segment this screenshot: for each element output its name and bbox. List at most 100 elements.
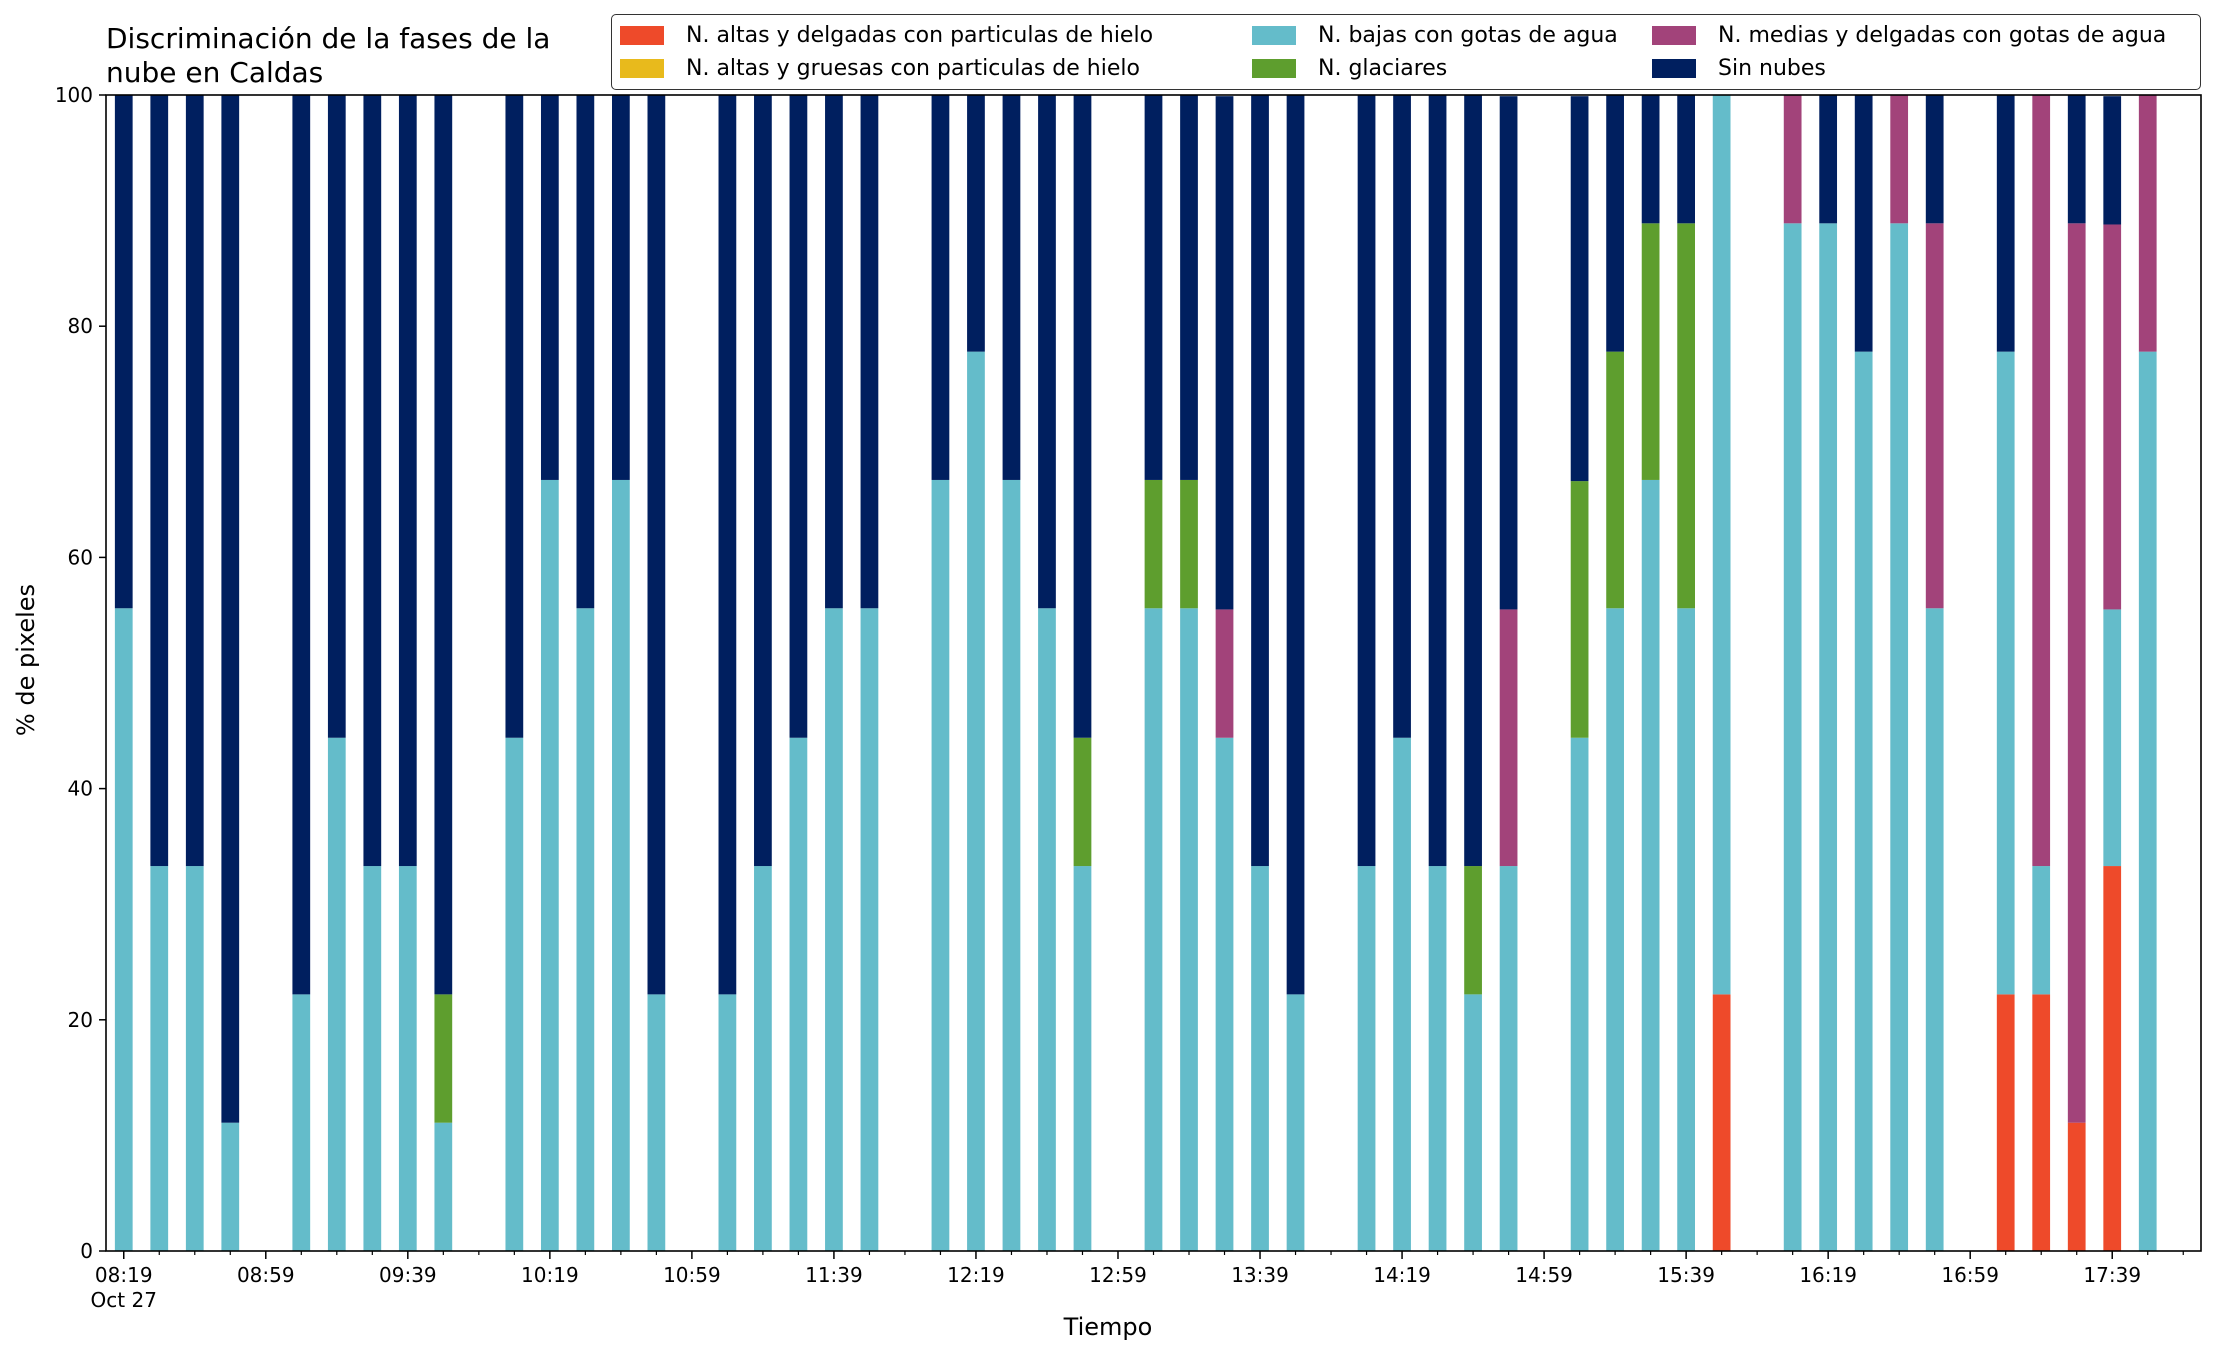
- chart-title: Discriminación de la fases de la nube en…: [106, 22, 550, 90]
- legend-swatch-altas-delgadas: [620, 25, 664, 45]
- legend-label-altas-gruesas: N. altas y gruesas con particulas de hie…: [686, 55, 1140, 81]
- bar-segment-n-altas-y-delgadas-con-particulas-de-hielo-1729: [2067, 1122, 2086, 1251]
- bar-segment-sin-nubes-1339: [1251, 95, 1269, 867]
- bar-segment-sin-nubes-0919: [327, 95, 346, 738]
- x-tick-label-0819: 08:19: [95, 1263, 153, 1287]
- bar-segment-sin-nubes-1349: [1286, 95, 1305, 995]
- bar-segment-sin-nubes-1449: [1499, 96, 1518, 610]
- bar-segment-n-bajas-con-gotas-de-agua-1409: [1357, 866, 1376, 1251]
- x-axis-label: Tiempo: [1063, 1313, 1153, 1341]
- legend-label-bajas-agua: N. bajas con gotas de agua: [1318, 22, 1618, 48]
- bar-segment-sin-nubes-1219: [967, 95, 985, 352]
- bar-segment-n-medias-y-delgadas-con-gotas-de-agua-1749: [2138, 95, 2157, 352]
- bar-segment-n-bajas-con-gotas-de-agua-0849: [221, 1122, 240, 1251]
- x-tick-sublabel-date: Oct 27: [91, 1288, 157, 1312]
- bar-segment-n-bajas-con-gotas-de-agua-1509: [1570, 737, 1589, 1251]
- bar-segment-n-bajas-con-gotas-de-agua-0919: [327, 737, 346, 1251]
- bar-segment-n-glaciares-1319: [1180, 479, 1198, 609]
- bar-segment-n-glaciares-1309: [1144, 479, 1163, 609]
- legend-item-altas-gruesas: N. altas y gruesas con particulas de hie…: [620, 53, 1140, 83]
- bar-segment-sin-nubes-1209: [931, 95, 950, 480]
- bar-segment-sin-nubes-1319: [1180, 95, 1198, 480]
- bar-segment-n-medias-y-delgadas-con-gotas-de-agua-1739: [2103, 224, 2122, 610]
- bar-segment-n-bajas-con-gotas-de-agua-1749: [2138, 351, 2157, 1251]
- bar-segment-n-bajas-con-gotas-de-agua-1329: [1215, 737, 1234, 1251]
- bar-segment-sin-nubes-1409: [1357, 95, 1376, 867]
- bar-segment-n-bajas-con-gotas-de-agua-1629: [1854, 351, 1873, 1251]
- bar-segment-n-bajas-con-gotas-de-agua-1029: [576, 608, 595, 1251]
- bar-segment-sin-nubes-1429: [1428, 95, 1447, 867]
- bar-segment-sin-nubes-1619: [1819, 95, 1838, 224]
- bar-segment-sin-nubes-0939: [398, 95, 417, 867]
- bar-segment-n-bajas-con-gotas-de-agua-0839: [185, 866, 204, 1251]
- bar-segment-sin-nubes-1019: [540, 95, 559, 480]
- bar-segment-n-glaciares-0949: [434, 994, 453, 1123]
- bar-segment-n-bajas-con-gotas-de-agua-1649: [1925, 608, 1944, 1251]
- chart-title-line-2: nube en Caldas: [106, 56, 324, 89]
- bar-segment-n-glaciares-1519: [1606, 351, 1624, 609]
- legend-item-bajas-agua: N. bajas con gotas de agua: [1252, 20, 1618, 50]
- bar-segment-sin-nubes-0839: [185, 95, 204, 867]
- bar-segment-sin-nubes-1149: [860, 95, 879, 609]
- bar-segment-n-bajas-con-gotas-de-agua-0929: [363, 866, 382, 1251]
- bar-segment-sin-nubes-0829: [150, 95, 169, 867]
- bar-segment-sin-nubes-1229: [1002, 95, 1021, 480]
- bar-segment-n-glaciares-1439: [1464, 866, 1482, 995]
- bar-segment-n-bajas-con-gotas-de-agua-1429: [1428, 866, 1447, 1251]
- bar-segment-n-bajas-con-gotas-de-agua-0949: [434, 1122, 453, 1251]
- bar-segment-n-glaciares-1249: [1073, 737, 1092, 867]
- legend-label-sin-nubes: Sin nubes: [1718, 55, 1826, 81]
- legend-swatch-altas-gruesas: [620, 58, 664, 78]
- bar-segment-sin-nubes-1039: [612, 95, 630, 480]
- bar-segment-n-bajas-con-gotas-de-agua-1109: [718, 994, 737, 1251]
- bar-segment-n-bajas-con-gotas-de-agua-1149: [860, 608, 879, 1251]
- bar-segment-n-medias-y-delgadas-con-gotas-de-agua-1729: [2067, 223, 2086, 1123]
- bar-segment-sin-nubes-1649: [1925, 95, 1944, 224]
- legend-label-altas-delgadas: N. altas y delgadas con particulas de hi…: [686, 22, 1154, 48]
- bar-segment-n-glaciares-1509: [1570, 481, 1589, 738]
- bar-segment-n-bajas-con-gotas-de-agua-1309: [1144, 608, 1163, 1251]
- bar-segment-sin-nubes-1129: [789, 95, 808, 738]
- bar-segment-sin-nubes-1249: [1073, 95, 1092, 738]
- bar-segment-n-altas-y-delgadas-con-particulas-de-hielo-1709: [1996, 994, 2015, 1251]
- bar-segment-n-bajas-con-gotas-de-agua-1319: [1180, 608, 1198, 1251]
- bar-segment-n-bajas-con-gotas-de-agua-1209: [931, 479, 950, 1251]
- bar-segment-sin-nubes-1539: [1677, 95, 1695, 224]
- bar-segment-n-bajas-con-gotas-de-agua-1349: [1286, 994, 1305, 1251]
- bar-segment-sin-nubes-1119: [754, 95, 772, 867]
- bar-segment-n-bajas-con-gotas-de-agua-1239: [1038, 608, 1056, 1251]
- bar-segment-n-medias-y-delgadas-con-gotas-de-agua-1609: [1783, 95, 1802, 224]
- x-tick-label-0939: 09:39: [379, 1263, 437, 1287]
- legend-swatch-medias-delgadas: [1652, 25, 1696, 45]
- legend-item-sin-nubes: Sin nubes: [1652, 53, 1826, 83]
- y-tick-label-80: 80: [68, 314, 93, 338]
- legend-item-glaciares: N. glaciares: [1252, 53, 1447, 83]
- x-tick-label-1219: 12:19: [947, 1263, 1005, 1287]
- bar-segment-sin-nubes-1029: [576, 95, 595, 609]
- bar-segment-n-bajas-con-gotas-de-agua-1039: [612, 479, 630, 1251]
- bar-segment-n-bajas-con-gotas-de-agua-1439: [1464, 994, 1482, 1251]
- bar-segment-n-bajas-con-gotas-de-agua-1639: [1890, 223, 1909, 1251]
- bar-segment-n-bajas-con-gotas-de-agua-1619: [1819, 223, 1838, 1251]
- x-tick-label-1619: 16:19: [1799, 1263, 1857, 1287]
- bar-segment-n-altas-y-delgadas-con-particulas-de-hielo-1549: [1712, 994, 1731, 1251]
- bar-segment-sin-nubes-1139: [825, 95, 843, 609]
- y-tick-label-100: 100: [55, 83, 93, 107]
- y-tick-label-60: 60: [68, 545, 93, 569]
- bar-segment-sin-nubes-1519: [1606, 95, 1624, 352]
- bar-segment-sin-nubes-1739: [2103, 96, 2122, 225]
- x-tick-label-1659: 16:59: [1941, 1263, 1999, 1287]
- bar-segment-n-bajas-con-gotas-de-agua-1139: [825, 608, 843, 1251]
- bar-segment-n-bajas-con-gotas-de-agua-1539: [1677, 608, 1695, 1251]
- bar-segment-n-glaciares-1539: [1677, 223, 1695, 609]
- bar-segment-n-medias-y-delgadas-con-gotas-de-agua-1639: [1890, 95, 1909, 224]
- bar-segment-n-bajas-con-gotas-de-agua-1339: [1251, 866, 1269, 1251]
- bar-segment-n-bajas-con-gotas-de-agua-1229: [1002, 479, 1021, 1251]
- legend-label-glaciares: N. glaciares: [1318, 55, 1448, 81]
- legend-swatch-bajas-agua: [1252, 25, 1296, 45]
- y-axis-label: % de pixeles: [12, 583, 40, 737]
- bar-segment-sin-nubes-1439: [1464, 95, 1482, 867]
- bar-segment-sin-nubes-1239: [1038, 95, 1056, 609]
- y-tick-label-20: 20: [68, 1008, 93, 1032]
